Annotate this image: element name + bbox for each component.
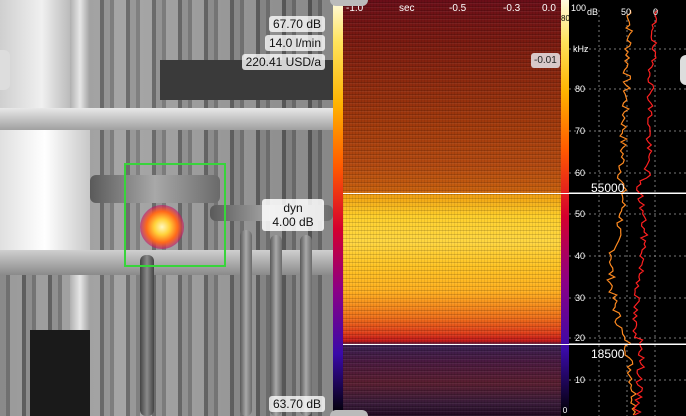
color-scale-bar [333,0,343,416]
left-drawer-handle[interactable] [0,50,10,90]
spectrum-plot [569,9,686,416]
horizontal-rail [0,108,333,130]
freq-tick: 70 [575,126,586,136]
db-tick: 0 [653,7,659,17]
spectrogram[interactable]: -1.0 sec -0.5 -0.3 0.0 [343,0,561,416]
leak-hotspot [140,205,184,249]
db-tick: 100 [571,3,587,13]
selection-top-line[interactable] [343,193,686,194]
flow-label: 14.0 l/min [264,35,325,51]
freq-tick: 10 [575,375,586,385]
freq-unit-label: kHz [573,44,589,54]
spectrum-series-orange [606,9,638,416]
valve-housing [0,130,90,250]
range-bottom-label[interactable]: 18500 [591,347,625,361]
pipe-fitting [90,175,220,203]
sensor-block [30,330,90,416]
selection-bottom-line[interactable] [343,344,686,345]
time-offset-badge: -0.01 [531,53,560,68]
freq-tick: 20 [575,333,586,343]
hose-3 [270,235,282,416]
focus-box[interactable] [124,163,226,267]
spectrum-color-scale [561,0,569,416]
time-tick: -1.0 [346,3,364,14]
hose-2 [240,230,252,416]
min-db-label: 63.70 dB [268,396,325,412]
freq-tick: 60 [575,168,586,178]
top-drawer-handle[interactable] [330,0,368,6]
hose-1 [140,255,154,416]
frequency-spectrum[interactable]: 100 dB 50 0 kHz 80 70 60 50 40 30 20 10 … [569,0,686,416]
dyn-label: dyn [283,201,303,215]
spectrum-series-red [632,9,659,416]
dyn-value: 4.00 dB [272,215,314,229]
freq-tick: 50 [575,209,586,219]
db-tick: 50 [621,7,632,17]
camera-view[interactable]: 67.70 dB 14.0 l/min 220.41 USD/a dyn 4.0… [0,0,333,416]
bottom-drawer-handle[interactable] [330,410,368,416]
time-unit-label: sec [399,3,415,14]
level-db-label: 67.70 dB [268,16,325,32]
machine-frame [0,0,70,115]
scale-max-label: 80 [561,14,570,23]
time-tick: -0.5 [449,3,467,14]
hose-4 [300,235,312,416]
freq-tick: 40 [575,251,586,261]
time-tick: -0.3 [503,3,521,14]
freq-tick: 80 [575,84,586,94]
range-top-label[interactable]: 55000 [591,181,625,195]
cost-label: 220.41 USD/a [241,54,325,70]
dynamic-range-box[interactable]: dyn 4.00 dB [262,199,324,231]
time-tick: 0.0 [542,3,556,14]
db-unit-label: dB [587,7,599,17]
scale-min-label: 0 [562,406,568,415]
right-drawer-handle[interactable] [680,55,686,85]
freq-tick: 30 [575,293,586,303]
